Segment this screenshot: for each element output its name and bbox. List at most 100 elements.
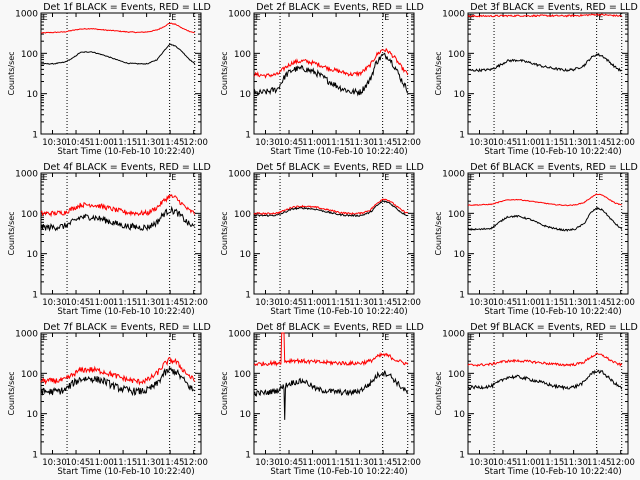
- x-tick-label: 11:00: [89, 298, 114, 308]
- y-axis-label: Counts/sec: [220, 211, 229, 255]
- x-tick-label: 10:30: [42, 458, 67, 468]
- event-marker-label: E: [256, 333, 261, 342]
- y-tick-label: 1000: [228, 10, 251, 20]
- panel-title: Det 9f BLACK = Events, RED = LLD: [470, 322, 638, 333]
- y-tick-label: 1: [32, 291, 38, 301]
- y-tick-label: 10: [240, 410, 252, 420]
- x-tick-label: 10:30: [255, 298, 280, 308]
- y-tick-label: 100: [448, 210, 465, 220]
- event-marker-label: E: [43, 173, 48, 182]
- y-axis-label: Counts/sec: [7, 51, 16, 95]
- x-tick-label: 11:30: [563, 298, 588, 308]
- x-tick-label: 11:30: [349, 298, 374, 308]
- plot-frame: [40, 12, 202, 135]
- y-axis-label: Counts/sec: [7, 371, 16, 415]
- y-tick-label: 10: [454, 250, 466, 260]
- plot-frame: [467, 12, 629, 135]
- y-tick-label: 1: [32, 451, 38, 461]
- x-axis-label: Start Time (10-Feb-10 10:22:40): [270, 467, 407, 477]
- plot-frame: [40, 172, 202, 295]
- lld-series-line: [467, 352, 623, 368]
- plot-frame: [253, 332, 415, 455]
- x-tick-label: 11:15: [113, 138, 138, 148]
- x-tick-label: 11:15: [540, 138, 565, 148]
- x-tick-label: 11:45: [160, 458, 185, 468]
- y-tick-label: 1000: [15, 330, 38, 340]
- events-series-line: [253, 370, 409, 420]
- x-tick-label: 11:30: [349, 138, 374, 148]
- lld-series-line: [253, 47, 409, 79]
- x-tick-label: 11:15: [113, 298, 138, 308]
- x-tick-label: 12:00: [183, 298, 208, 308]
- chart-panel: Det 6f BLACK = Events, RED = LLD 1 10 100 10…: [434, 162, 638, 317]
- x-tick-label: 11:45: [587, 138, 612, 148]
- events-series-line: [467, 52, 623, 73]
- x-tick-label: 11:30: [563, 458, 588, 468]
- events-series-line: [40, 205, 195, 232]
- y-tick-label: 1000: [442, 330, 465, 340]
- y-tick-label: 100: [21, 50, 38, 60]
- y-tick-label: 1000: [442, 10, 465, 20]
- plot-frame: [467, 332, 629, 455]
- y-axis-label: Counts/sec: [220, 371, 229, 415]
- panel-title: Det 2f BLACK = Events, RED = LLD: [256, 2, 424, 13]
- y-tick-label: 100: [448, 50, 465, 60]
- y-tick-label: 100: [21, 210, 38, 220]
- x-tick-label: 11:45: [160, 138, 185, 148]
- x-tick-label: 11:00: [516, 138, 541, 148]
- x-tick-label: 10:45: [279, 298, 304, 308]
- x-tick-label: 11:30: [136, 138, 161, 148]
- y-tick-label: 100: [21, 370, 38, 380]
- event-marker-label: E: [43, 333, 48, 342]
- x-tick-label: 11:45: [587, 458, 612, 468]
- event-marker-label: E: [598, 173, 603, 182]
- y-tick-label: 1000: [15, 170, 38, 180]
- event-marker-label: E: [384, 13, 389, 22]
- x-tick-label: 11:15: [326, 138, 351, 148]
- event-marker-label: E: [171, 13, 176, 22]
- y-tick-label: 10: [27, 410, 39, 420]
- x-tick-label: 10:30: [42, 298, 67, 308]
- chart-panel: Det 5f BLACK = Events, RED = LLD 1 10 100 10…: [220, 162, 424, 317]
- event-marker-label: E: [384, 333, 389, 342]
- x-tick-label: 11:15: [540, 458, 565, 468]
- y-tick-label: 100: [448, 370, 465, 380]
- x-tick-label: 11:45: [373, 298, 398, 308]
- y-tick-label: 1: [245, 291, 251, 301]
- x-tick-label: 10:30: [469, 458, 494, 468]
- event-marker-label: E: [256, 173, 261, 182]
- x-tick-label: 11:00: [89, 138, 114, 148]
- x-tick-label: 11:15: [113, 458, 138, 468]
- chart-panel: Det 1f BLACK = Events, RED = LLD 1 10 100 10…: [7, 2, 211, 157]
- event-marker-label: E: [470, 333, 475, 342]
- y-tick-label: 10: [27, 250, 39, 260]
- x-tick-label: 11:30: [136, 298, 161, 308]
- x-tick-label: 11:45: [587, 298, 612, 308]
- x-tick-label: 12:00: [183, 138, 208, 148]
- event-marker-label: E: [384, 173, 389, 182]
- x-tick-label: 12:00: [610, 458, 635, 468]
- y-tick-label: 1: [245, 131, 251, 141]
- x-tick-label: 11:30: [563, 138, 588, 148]
- y-tick-label: 1: [459, 291, 465, 301]
- plot-frame: [253, 172, 415, 295]
- panel-title: Det 3f BLACK = Events, RED = LLD: [470, 2, 638, 13]
- chart-panel: Det 7f BLACK = Events, RED = LLD 1 10 100 10…: [7, 322, 211, 477]
- x-tick-label: 10:45: [66, 138, 91, 148]
- panel-title: Det 4f BLACK = Events, RED = LLD: [43, 162, 211, 173]
- x-tick-label: 11:45: [160, 298, 185, 308]
- x-tick-label: 10:45: [279, 138, 304, 148]
- y-tick-label: 1000: [442, 170, 465, 180]
- chart-panel: Det 4f BLACK = Events, RED = LLD 1 10 100 10…: [7, 162, 211, 317]
- x-tick-label: 10:45: [66, 298, 91, 308]
- x-tick-label: 11:45: [373, 138, 398, 148]
- x-tick-label: 10:30: [42, 138, 67, 148]
- x-tick-label: 10:30: [255, 138, 280, 148]
- y-tick-label: 1: [459, 451, 465, 461]
- x-tick-label: 11:15: [540, 298, 565, 308]
- x-tick-label: 12:00: [183, 458, 208, 468]
- y-tick-label: 10: [240, 90, 252, 100]
- events-series-line: [41, 43, 196, 65]
- x-tick-label: 12:00: [610, 138, 635, 148]
